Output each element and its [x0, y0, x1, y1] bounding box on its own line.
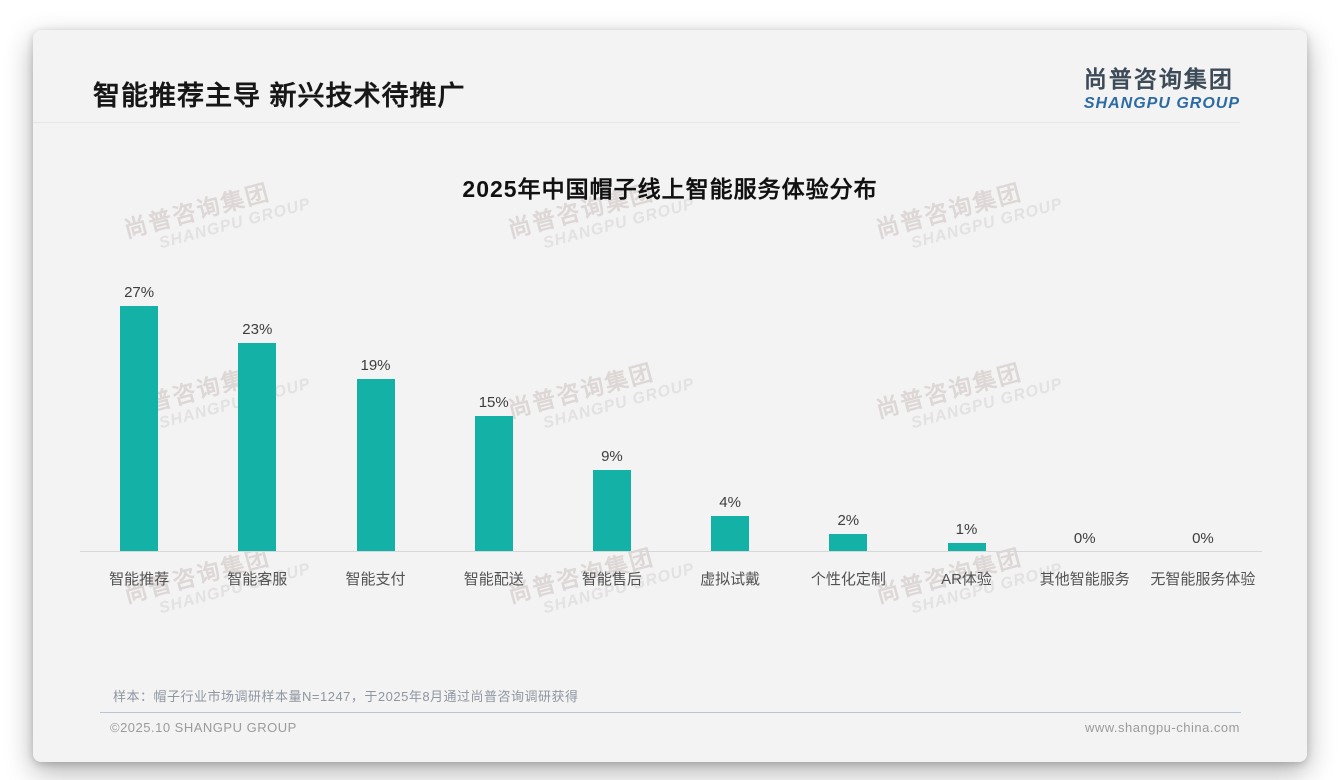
- bar-chart: 27% 23% 19% 15% 9% 4% 2% 1% 0% 0%: [80, 252, 1262, 552]
- bar-value-label: 27%: [124, 284, 155, 302]
- bar-value-label: 19%: [360, 357, 391, 375]
- bar: [474, 415, 513, 552]
- bar-value-label: 1%: [955, 520, 978, 538]
- bar-column: 27%: [80, 252, 198, 552]
- chart-title: 2025年中国帽子线上智能服务体验分布: [462, 176, 878, 202]
- bar-column: 15%: [435, 252, 553, 552]
- bar-value-label: 2%: [837, 511, 860, 529]
- sample-note: 样本：帽子行业市场调研样本量N=1247，于2025年8月通过尚普咨询调研获得: [113, 689, 579, 704]
- plot-columns: 27% 23% 19% 15% 9% 4% 2% 1% 0% 0%: [80, 252, 1262, 552]
- x-axis-line: [80, 551, 1262, 552]
- bar-column: 0%: [1026, 252, 1144, 552]
- category-label: 智能支付: [345, 571, 406, 588]
- category-label: 智能推荐: [109, 571, 170, 588]
- bar-value-label: 15%: [478, 393, 509, 411]
- header-divider: [33, 122, 1240, 123]
- bar-column: 23%: [198, 252, 316, 552]
- website-text: www.shangpu-china.com: [1084, 720, 1240, 735]
- logo-english-text: SHANGPU GROUP: [1083, 95, 1240, 112]
- bar: [592, 470, 631, 552]
- category-label: 无智能服务体验: [1150, 571, 1256, 588]
- bar-value-label: 23%: [242, 320, 273, 338]
- bar: [829, 533, 868, 552]
- category-label: 个性化定制: [810, 571, 886, 588]
- bar: [711, 515, 750, 552]
- category-row: 智能推荐 智能客服 智能支付 智能配送 智能售后 虚拟试戴 个性化定制 AR体验 其他智能服务 无…: [80, 568, 1262, 589]
- bar: [238, 342, 277, 552]
- category-label: 智能售后: [581, 571, 642, 588]
- bar-column: 9%: [553, 252, 671, 552]
- bar: [120, 306, 159, 552]
- bar-value-label: 4%: [719, 493, 741, 511]
- bar-column: 1%: [907, 252, 1025, 552]
- footer-divider: [100, 712, 1241, 713]
- bar-value-label: 0%: [1192, 530, 1214, 547]
- category-label: 虚拟试戴: [700, 571, 761, 588]
- bar-column: 2%: [789, 252, 907, 552]
- category-label: 智能客服: [227, 571, 288, 588]
- bar-value-label: 0%: [1073, 530, 1096, 547]
- bar: [947, 542, 986, 552]
- category-label: 智能配送: [463, 571, 524, 588]
- bar-column: 19%: [316, 252, 434, 552]
- bar-column: 4%: [671, 252, 789, 552]
- category-label: AR体验: [941, 571, 992, 588]
- bar: [356, 379, 395, 552]
- slide-content: 智能推荐主导 新兴技术待推广 尚普咨询集团 SHANGPU GROUP 2025…: [33, 30, 1307, 762]
- category-label: 其他智能服务: [1039, 571, 1130, 588]
- bar-value-label: 9%: [601, 448, 623, 466]
- copyright-text: ©2025.10 SHANGPU GROUP: [110, 720, 297, 735]
- company-logo: 尚普咨询集团 SHANGPU GROUP: [1084, 60, 1240, 113]
- page-title: 智能推荐主导 新兴技术待推广: [93, 81, 466, 111]
- bar-column: 0%: [1144, 252, 1262, 552]
- logo-chinese-text: 尚普咨询集团: [1083, 66, 1234, 92]
- slide-card: 尚普咨询集团 SHANGPU GROUP 尚普咨询集团 SHANGPU GROUP 尚普…: [33, 30, 1307, 762]
